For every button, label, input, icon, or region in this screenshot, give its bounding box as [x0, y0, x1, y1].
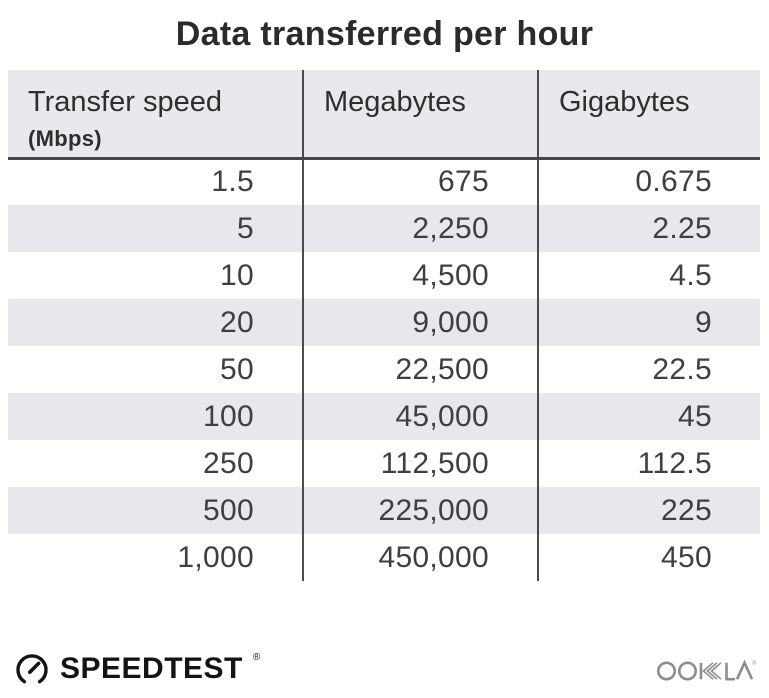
cell-megabytes: 450,000 — [302, 534, 538, 581]
cell-transfer-speed: 100 — [8, 393, 303, 440]
table-row: 1.5 675 0.675 — [8, 158, 760, 205]
table-row: 100 45,000 45 — [8, 393, 760, 440]
cell-gigabytes: 450 — [537, 534, 760, 581]
header-row: Transfer speed (Mbps) Megabytes Gigabyte… — [8, 70, 760, 160]
col-header-title: Transfer speed — [28, 86, 222, 118]
col-header-title: Gigabytes — [559, 86, 690, 118]
cell-gigabytes: 225 — [537, 487, 760, 534]
cell-megabytes: 45,000 — [302, 393, 538, 440]
gauge-arc — [16, 654, 48, 684]
table-row: 1,000 450,000 450 — [8, 534, 760, 581]
col-header-title: Megabytes — [324, 86, 466, 118]
cell-megabytes: 2,250 — [302, 205, 538, 252]
page-title: Data transferred per hour — [175, 15, 594, 53]
cell-transfer-speed: 250 — [8, 440, 303, 487]
ookla-letter-a — [735, 659, 754, 680]
table-row: 50 22,500 22.5 — [8, 346, 760, 393]
ookla-letter-o2 — [677, 661, 697, 681]
table-row: 250 112,500 112.5 — [8, 440, 760, 487]
cell-megabytes: 22,500 — [302, 346, 538, 393]
cell-megabytes: 112,500 — [302, 440, 538, 487]
speedtest-logo: SPEEDTEST ® — [13, 650, 260, 688]
cell-gigabytes: 22.5 — [537, 346, 760, 393]
registered-mark: ® — [252, 652, 261, 663]
cell-transfer-speed: 1,000 — [8, 534, 303, 581]
cell-gigabytes: 112.5 — [537, 440, 760, 487]
data-table: Transfer speed (Mbps) Megabytes Gigabyte… — [8, 70, 760, 581]
table-row: 5 2,250 2.25 — [8, 205, 760, 252]
cell-gigabytes: 0.675 — [537, 158, 760, 205]
cell-gigabytes: 9 — [537, 299, 760, 346]
ookla-letter-o1 — [657, 661, 676, 681]
cell-transfer-speed: 50 — [8, 346, 303, 393]
table-row: 500 225,000 225 — [8, 487, 760, 534]
cell-megabytes: 4,500 — [302, 252, 538, 299]
cell-transfer-speed: 500 — [8, 487, 303, 534]
ookla-wordmark-icon: ® — [657, 659, 756, 681]
cell-transfer-speed: 20 — [8, 299, 303, 346]
cell-gigabytes: 4.5 — [537, 252, 760, 299]
ookla-letter-l — [725, 662, 735, 681]
footer: SPEEDTEST ® ® — [13, 646, 756, 692]
col-header-transfer-speed: Transfer speed (Mbps) — [8, 70, 303, 160]
cell-transfer-speed: 10 — [8, 252, 303, 299]
table-row: 10 4,500 4.5 — [8, 252, 760, 299]
col-header-unit: (Mbps) — [28, 126, 102, 151]
cell-megabytes: 9,000 — [302, 299, 538, 346]
cell-megabytes: 225,000 — [302, 487, 538, 534]
ookla-logo: ® — [656, 654, 756, 684]
cell-megabytes: 675 — [302, 158, 538, 205]
table-row: 20 9,000 9 — [8, 299, 760, 346]
speedtest-wordmark: SPEEDTEST — [60, 652, 243, 685]
cell-transfer-speed: 5 — [8, 205, 303, 252]
cell-gigabytes: 45 — [537, 393, 760, 440]
ookla-registered-mark: ® — [752, 659, 756, 667]
col-header-megabytes: Megabytes — [302, 70, 538, 160]
cell-gigabytes: 2.25 — [537, 205, 760, 252]
ookla-letter-k-chevrons — [702, 662, 722, 680]
col-header-gigabytes: Gigabytes — [537, 70, 760, 160]
table-body: 1.5 675 0.675 5 2,250 2.25 10 4,500 4.5 … — [8, 158, 760, 581]
cell-transfer-speed: 1.5 — [8, 158, 303, 205]
speedtest-gauge-icon — [16, 654, 48, 684]
gauge-needle — [27, 661, 41, 675]
